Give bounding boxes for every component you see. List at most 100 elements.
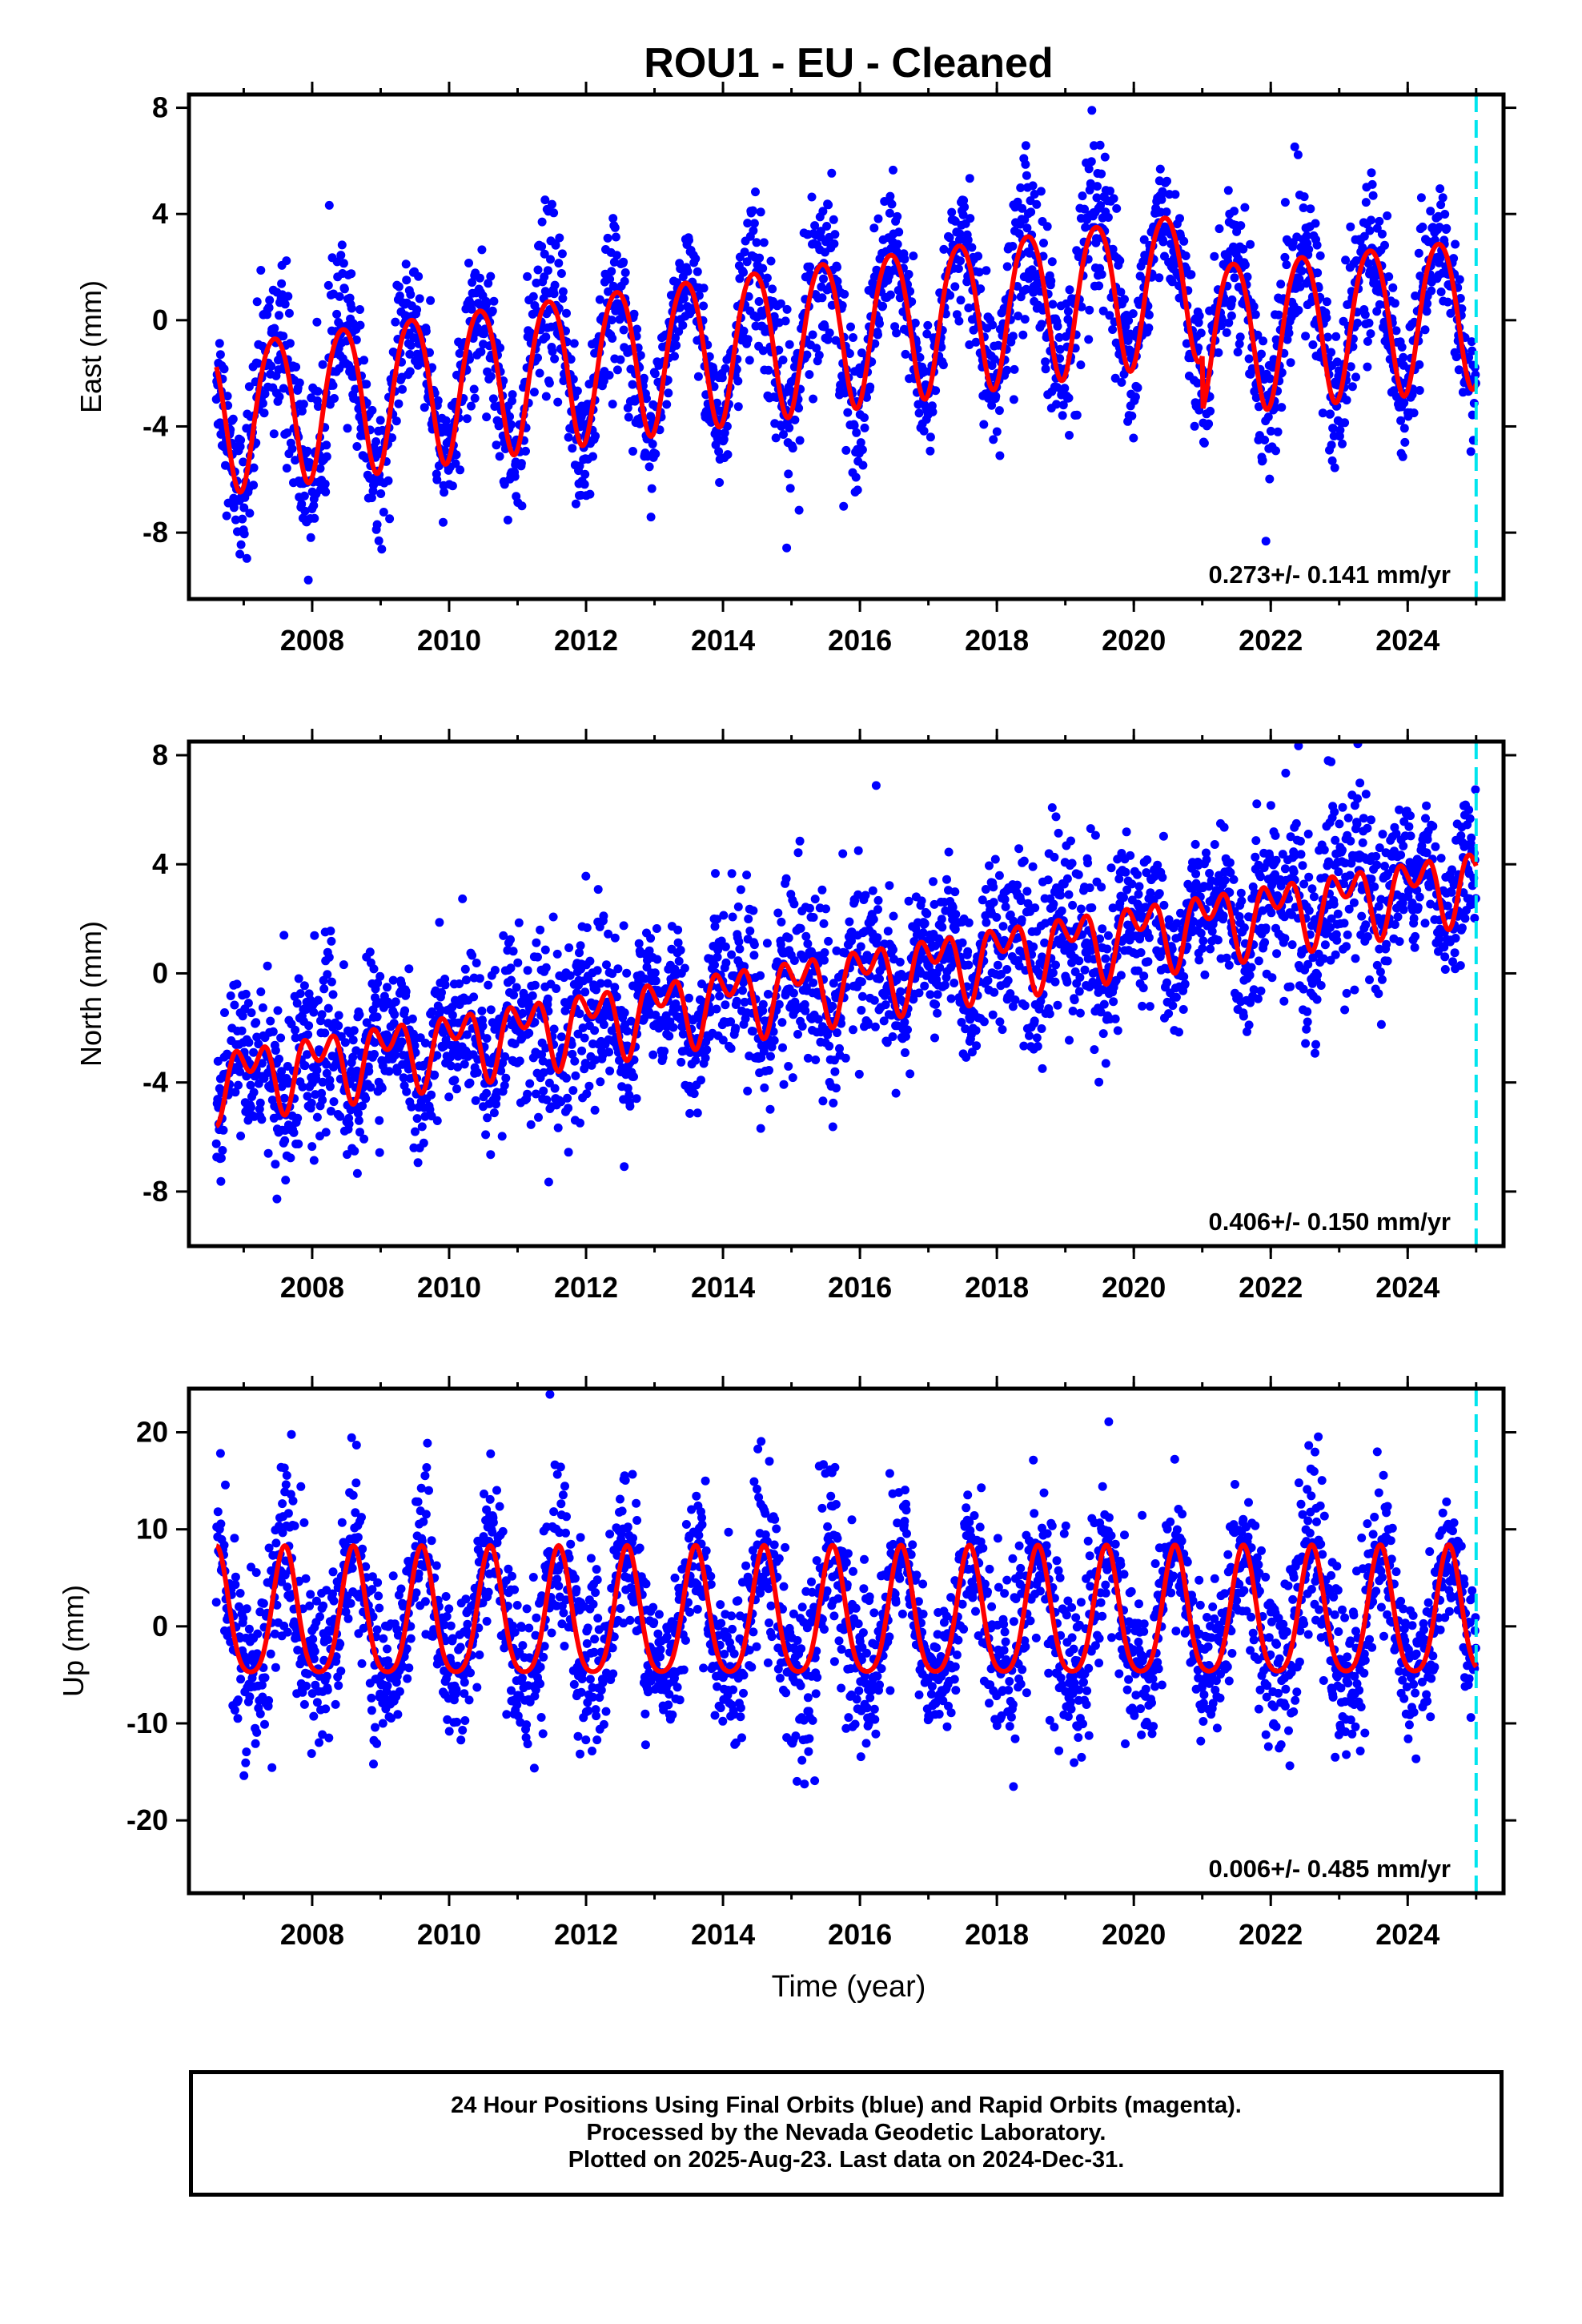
observation-point (981, 885, 990, 894)
observation-point (452, 1084, 461, 1094)
observation-point (605, 275, 615, 284)
observation-point (500, 480, 509, 489)
observation-point (715, 991, 725, 1001)
observation-point (646, 412, 656, 421)
observation-point (1154, 889, 1164, 899)
observation-point (355, 1128, 364, 1137)
observation-point (415, 294, 424, 304)
observation-point (856, 942, 865, 951)
observation-point (576, 941, 585, 951)
observation-point (1014, 312, 1023, 321)
observation-point (1464, 352, 1474, 362)
observation-point (998, 1025, 1007, 1035)
observation-point (304, 1021, 314, 1031)
x-tick-label: 2012 (554, 624, 618, 657)
observation-point (1144, 310, 1154, 320)
observation-point (432, 475, 442, 485)
observation-point (1129, 433, 1138, 443)
observation-point (1144, 324, 1154, 332)
observation-point (828, 1001, 837, 1011)
observation-point (1047, 257, 1057, 267)
observation-point (580, 1033, 589, 1043)
observation-point (1230, 273, 1239, 283)
observation-point (965, 174, 974, 183)
observation-point (1217, 314, 1227, 324)
observation-point (650, 968, 660, 978)
observation-point (604, 1047, 614, 1057)
observation-point (948, 903, 958, 912)
observation-point (677, 1057, 686, 1067)
observation-point (1052, 400, 1061, 409)
observation-point (362, 380, 371, 389)
observation-point (383, 983, 391, 992)
observation-point (554, 259, 564, 268)
observation-point (1154, 273, 1164, 283)
observation-point (769, 1035, 779, 1045)
observation-point (1290, 142, 1299, 151)
observation-point (878, 301, 888, 311)
observation-point (1214, 348, 1223, 357)
observation-point (728, 912, 737, 922)
observation-point (320, 1028, 330, 1038)
observation-point (719, 911, 729, 920)
observation-point (944, 886, 953, 895)
observation-point (1195, 311, 1204, 320)
observation-point (893, 211, 902, 221)
observation-point (350, 1146, 359, 1156)
observation-point (409, 333, 419, 343)
observation-point (399, 1073, 408, 1083)
observation-point (619, 257, 628, 267)
observation-point (475, 273, 484, 283)
observation-point (873, 214, 883, 223)
observation-point (550, 1084, 560, 1093)
observation-point (1227, 311, 1236, 320)
observation-point (950, 282, 960, 292)
observation-point (1235, 332, 1245, 342)
observation-point (488, 306, 497, 316)
observation-point (1030, 1016, 1039, 1026)
observation-point (544, 1078, 554, 1088)
observation-point (671, 333, 680, 343)
observation-point (1119, 893, 1128, 903)
observation-point (530, 980, 540, 990)
observation-point (397, 1037, 407, 1047)
observation-point (883, 927, 893, 936)
observation-point (935, 963, 945, 972)
observation-point (387, 433, 397, 443)
observation-point (1030, 190, 1039, 199)
observation-point (828, 1122, 837, 1132)
observation-point (432, 1051, 442, 1060)
observation-point (283, 428, 292, 437)
observation-point (391, 416, 401, 426)
observation-point (843, 408, 853, 417)
observation-point (870, 1022, 880, 1031)
observation-point (1098, 1029, 1108, 1039)
observation-point (604, 287, 613, 296)
observation-point (1130, 392, 1140, 402)
observation-point (521, 446, 530, 456)
observation-point (1304, 244, 1314, 254)
observation-point (512, 983, 521, 992)
observation-point (640, 974, 649, 983)
observation-point (929, 877, 938, 887)
observation-point (1158, 831, 1168, 841)
observation-point (951, 910, 961, 919)
observation-point (1190, 421, 1199, 431)
observation-point (1249, 302, 1259, 312)
observation-point (339, 960, 348, 970)
observation-point (488, 394, 498, 404)
observation-point (307, 1142, 317, 1152)
observation-point (324, 200, 334, 210)
observation-point (595, 295, 604, 304)
observation-point (1367, 168, 1376, 178)
observation-point (1335, 425, 1345, 435)
observation-point (732, 996, 741, 1006)
observation-point (873, 933, 882, 943)
observation-point (1002, 965, 1012, 974)
observation-point (1297, 266, 1307, 275)
y-tick-label: 8 (152, 91, 168, 124)
observation-point (321, 487, 331, 497)
observation-point (814, 351, 824, 360)
observation-point (1133, 870, 1142, 879)
observation-point (939, 244, 949, 254)
